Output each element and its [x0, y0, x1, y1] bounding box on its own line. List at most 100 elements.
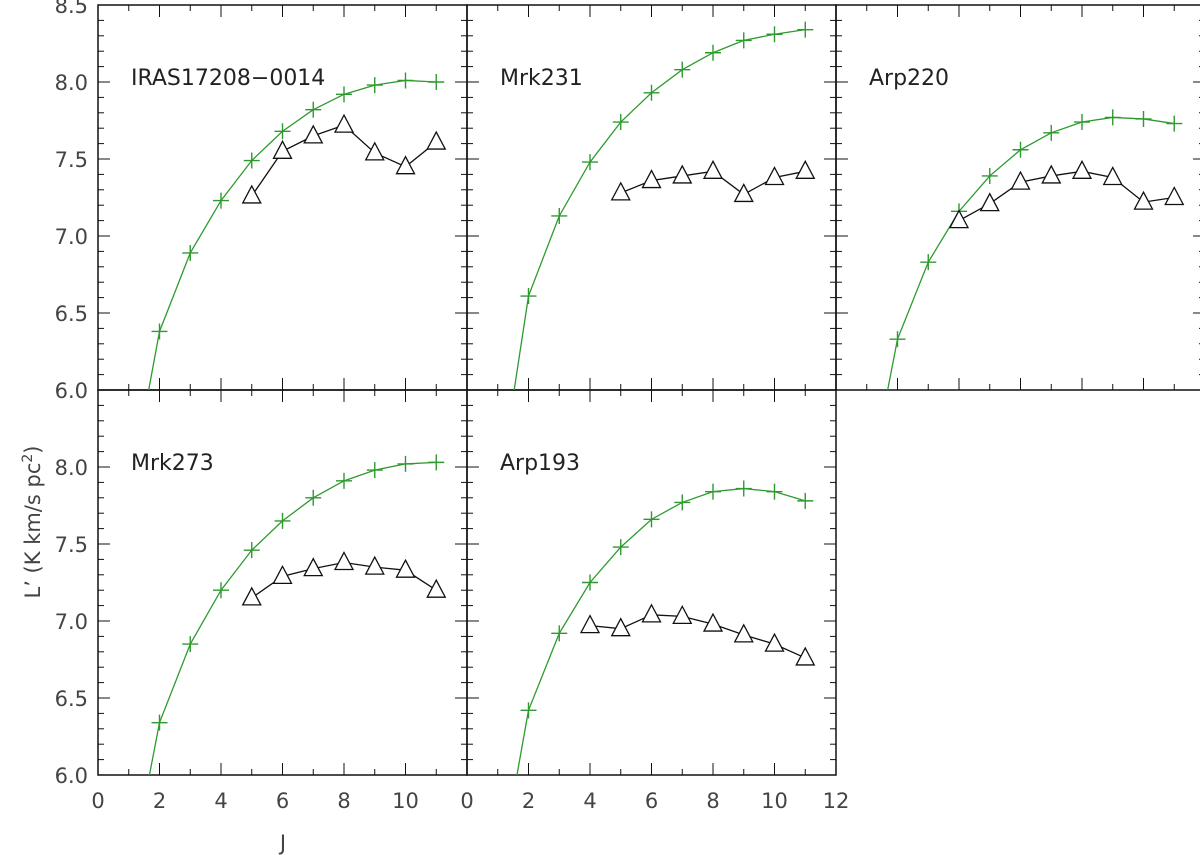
plus-marker [213, 192, 229, 209]
plus-marker [520, 702, 537, 719]
x-tick-label: 8 [337, 789, 350, 813]
triangle-marker [702, 612, 724, 632]
triangle-marker [1041, 164, 1062, 184]
plus-marker [859, 490, 875, 506]
plus-marker [366, 77, 383, 94]
x-tick-label: 6 [645, 789, 658, 813]
observed-curve [251, 124, 437, 197]
tick-labels: 6.0 6.5 7.0 7.5 8.0 8.5 6.0 6.5 7.0 7.5 8.0 0 2 4 6 8 10… [55, 0, 850, 813]
plus-marker [182, 636, 199, 653]
plus-marker [674, 494, 691, 511]
y-axis-title-main: L’ (K km/s pc [21, 463, 45, 599]
x-axis-title: J [278, 831, 286, 855]
plus-marker [981, 167, 998, 184]
triangle-marker [364, 555, 385, 575]
plus-marker [213, 582, 229, 599]
plus-marker [551, 207, 568, 224]
plus-marker [612, 539, 629, 556]
x-tick-label: 8 [706, 789, 719, 813]
panel-label-1: IRAS17208−0014 [131, 66, 325, 91]
plus-marker [551, 625, 568, 642]
panel-5-series [516, 480, 816, 775]
plus-marker [705, 483, 721, 500]
triangle-marker [795, 159, 816, 179]
triangle-marker [979, 192, 1000, 212]
y-tick-label: 7.0 [55, 225, 88, 249]
plus-marker [612, 114, 629, 131]
y-axis-title-close: ) [21, 446, 45, 454]
panel-label-3: Arp220 [869, 66, 949, 91]
panel-label-2: Mrk231 [500, 66, 583, 91]
y-tick-label: 7.0 [55, 610, 88, 634]
plus-marker [797, 492, 814, 509]
triangle-marker [672, 164, 693, 184]
panel-labels: IRAS17208−0014 Mrk231 Arp220 Mrk273 Arp193 [131, 66, 949, 476]
y-tick-label: 8.0 [55, 71, 88, 95]
plus-marker [1074, 114, 1090, 131]
plus-marker [735, 480, 752, 497]
y-tick-label: 6.0 [55, 379, 88, 403]
plus-marker [121, 490, 137, 506]
x-tick-label: 2 [153, 789, 166, 813]
triangle-marker [333, 113, 355, 133]
x-tick-label: 10 [392, 789, 419, 813]
plus-marker [766, 26, 783, 43]
plus-marker [243, 152, 260, 169]
y-tick-label: 7.5 [55, 533, 88, 557]
y-tick-label: 8.5 [55, 0, 88, 18]
y-tick-label: 6.5 [55, 302, 88, 326]
triangle-marker [733, 183, 754, 203]
plus-marker [1012, 141, 1029, 158]
plus-marker [428, 74, 445, 90]
y-tick-label: 6.0 [55, 764, 88, 788]
triangle-marker [395, 558, 416, 578]
x-tick-label: 12 [823, 789, 850, 813]
plus-marker [428, 454, 445, 471]
triangle-marker [272, 564, 293, 584]
data-series [121, 21, 1185, 775]
plus-marker [305, 101, 322, 118]
plus-marker [1043, 124, 1060, 141]
triangle-marker [641, 169, 662, 189]
y-tick-label: 7.5 [55, 148, 88, 172]
triangle-marker [426, 578, 447, 598]
plus-marker [490, 490, 506, 506]
plus-marker [366, 462, 383, 479]
panel-frames [97, 4, 1200, 776]
triangle-marker [1010, 170, 1031, 190]
panel-1-series [121, 72, 447, 506]
panel-label-4: Mrk273 [131, 451, 214, 476]
x-tick-label: 0 [91, 789, 104, 813]
plus-marker [151, 714, 168, 731]
triangle-marker [579, 614, 601, 634]
plus-marker [797, 21, 814, 38]
x-tick-label: 10 [761, 789, 788, 813]
plus-marker [305, 489, 322, 506]
plus-marker [1166, 115, 1183, 132]
panel-label-5: Arp193 [500, 451, 580, 476]
plus-marker [582, 154, 598, 171]
triangle-marker [795, 646, 816, 666]
panel-4-series [148, 454, 447, 775]
plus-marker [397, 455, 414, 472]
triangle-marker [395, 155, 416, 175]
plus-marker [336, 86, 352, 103]
plus-marker [274, 123, 291, 140]
panel-frame-5 [466, 389, 837, 776]
plus-marker [643, 84, 660, 101]
plus-marker [274, 512, 291, 529]
triangle-marker [333, 551, 355, 571]
triangle-marker [610, 181, 631, 201]
triangle-marker [1071, 159, 1093, 179]
triangle-marker [948, 209, 970, 229]
y-tick-label: 6.5 [55, 687, 88, 711]
triangle-marker [1133, 190, 1154, 210]
plus-marker [582, 574, 598, 591]
axis-ticks [97, 4, 1200, 776]
triangle-marker [672, 604, 693, 625]
triangle-marker [764, 166, 785, 186]
triangle-marker [241, 184, 262, 204]
triangle-marker [303, 124, 324, 144]
plus-marker [520, 288, 537, 305]
